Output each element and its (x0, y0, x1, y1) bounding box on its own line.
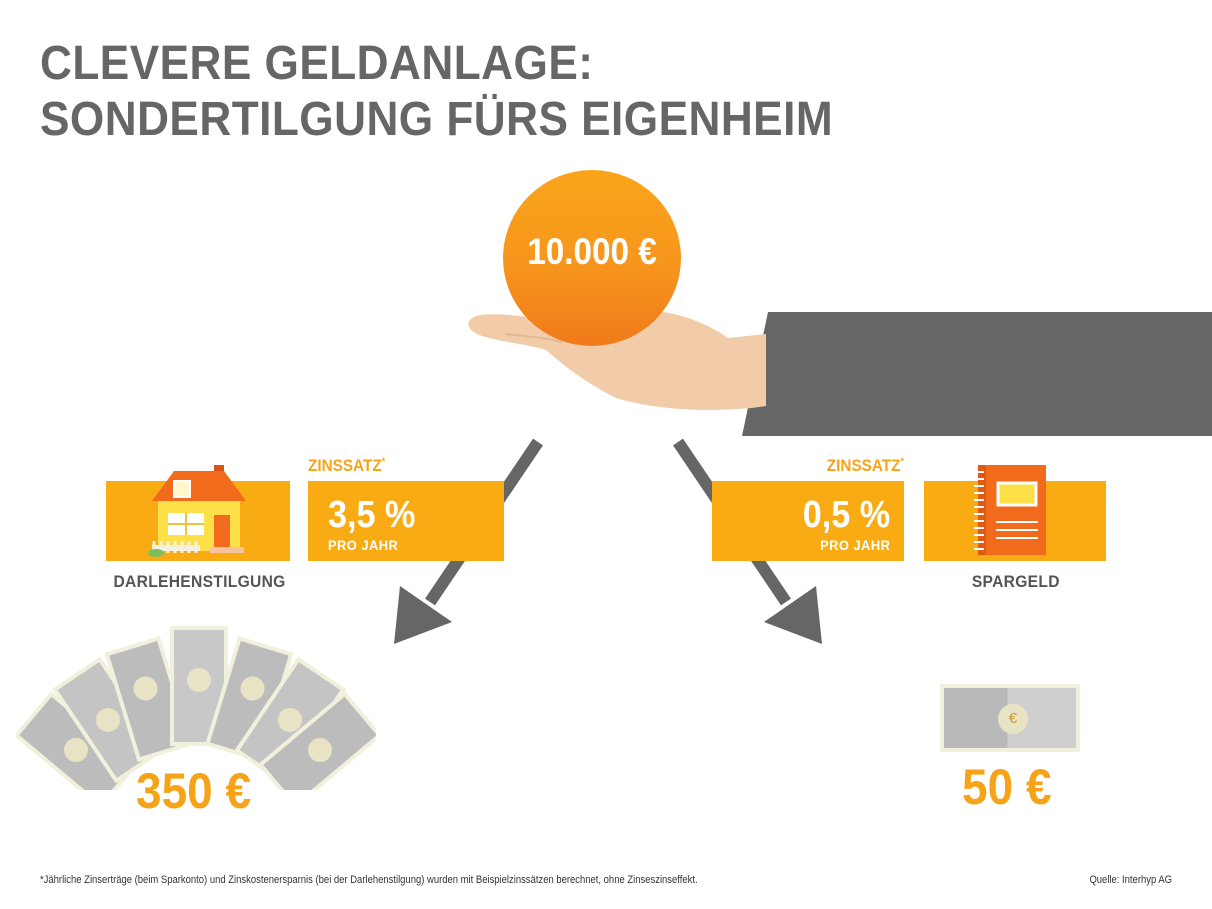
sleeve-graphic (742, 312, 1212, 436)
banknote (257, 691, 376, 790)
caption-darlehenstilgung: DARLEHENSTILGUNG (113, 572, 286, 591)
title-line-1: CLEVERE GELDANLAGE: (40, 37, 594, 90)
euro-icon: € (998, 704, 1028, 734)
coin-amount: 10.000 € (527, 231, 657, 272)
house-icon (148, 465, 246, 557)
result-left: 350 € (136, 763, 252, 819)
rate-value-right: 0,5 % (802, 494, 890, 536)
source: Quelle: Interhyp AG (1089, 874, 1172, 886)
banknote-single: € (940, 684, 1080, 752)
rate-label-right-text: ZINSSATZ (826, 456, 901, 475)
rate-footnote-mark-right: * (900, 456, 904, 468)
result-right: 50 € (962, 759, 1052, 815)
coin: 10.000 € (503, 170, 681, 346)
notebook-icon (974, 465, 1046, 555)
page-title: CLEVERE GELDANLAGE: SONDERTILGUNG FÜRS E… (40, 36, 833, 148)
euro-symbol: € (1008, 710, 1018, 727)
house-box (106, 465, 290, 561)
rate-footnote-mark-left: * (381, 456, 386, 468)
rate-period-right: PRO JAHR (819, 537, 890, 553)
rate-label-left-text: ZINSSATZ (308, 456, 382, 475)
notebook-box (924, 465, 1106, 561)
hand-icon (468, 284, 766, 410)
rate-value-left: 3,5 % (328, 494, 416, 536)
rate-label-right: ZINSSATZ* (801, 456, 904, 476)
footnote: *Jährliche Zinserträge (beim Sparkonto) … (40, 874, 698, 886)
banknote (170, 626, 228, 746)
rate-label-left: ZINSSATZ* (308, 456, 385, 476)
rate-box-left: 3,5 % PRO JAHR (308, 481, 504, 561)
rate-box-right: 0,5 % PRO JAHR (712, 481, 904, 561)
banknote-fan (16, 626, 376, 790)
title-line-2: SONDERTILGUNG FÜRS EIGENHEIM (40, 93, 834, 146)
rate-period-left: PRO JAHR (328, 537, 399, 553)
caption-spargeld: SPARGELD (971, 572, 1060, 591)
